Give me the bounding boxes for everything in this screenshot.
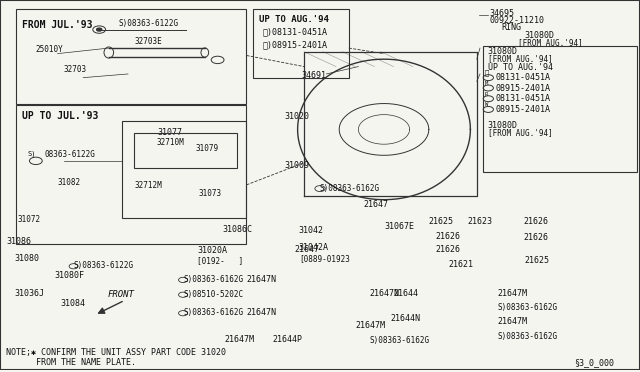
Text: M: M xyxy=(484,81,488,86)
Text: 21625: 21625 xyxy=(525,256,550,265)
Text: 31036J: 31036J xyxy=(14,289,44,298)
Text: S)08363-6162G: S)08363-6162G xyxy=(498,332,558,341)
Text: 21647M: 21647M xyxy=(498,289,528,298)
Text: S)08363-6162G: S)08363-6162G xyxy=(183,308,243,317)
Text: FRONT: FRONT xyxy=(108,289,134,299)
Text: 21623: 21623 xyxy=(467,218,492,227)
Text: 21644N: 21644N xyxy=(390,314,420,323)
Text: [0889-01923: [0889-01923 xyxy=(299,254,349,263)
Text: S)08363-6122G: S)08363-6122G xyxy=(74,261,134,270)
Text: 21644P: 21644P xyxy=(272,335,302,344)
Text: 08363-6122G: 08363-6122G xyxy=(45,150,95,159)
Text: 21626: 21626 xyxy=(435,231,460,241)
Text: 32710M: 32710M xyxy=(157,138,184,147)
Text: FROM JUL.'93: FROM JUL.'93 xyxy=(22,20,93,31)
Text: S)08363-6122G: S)08363-6122G xyxy=(118,19,179,28)
Text: 31042: 31042 xyxy=(299,226,324,235)
Text: S): S) xyxy=(28,151,36,157)
Text: 31009: 31009 xyxy=(285,161,310,170)
Text: R: R xyxy=(485,92,488,97)
Text: [FROM AUG.'94]: [FROM AUG.'94] xyxy=(518,38,583,47)
Text: 31080D: 31080D xyxy=(488,46,518,56)
Text: 31079: 31079 xyxy=(195,144,218,153)
Text: 21647M: 21647M xyxy=(355,321,385,330)
Text: 34695: 34695 xyxy=(490,9,515,17)
Text: UP TO AUG.'94: UP TO AUG.'94 xyxy=(488,63,553,72)
Text: S)08363-6162G: S)08363-6162G xyxy=(498,302,558,311)
Text: 21647M: 21647M xyxy=(498,317,528,326)
Text: NOTE;✱ CONFIRM THE UNIT ASSY PART CODE 31020
      FROM THE NAME PLATE.: NOTE;✱ CONFIRM THE UNIT ASSY PART CODE 3… xyxy=(6,347,227,367)
Bar xyxy=(122,121,246,218)
Text: 31020A: 31020A xyxy=(197,246,227,255)
Text: 31086: 31086 xyxy=(6,237,31,246)
Text: [FROM AUG.'94]: [FROM AUG.'94] xyxy=(488,54,552,63)
Text: 31072: 31072 xyxy=(17,215,40,224)
Bar xyxy=(483,46,637,172)
Text: S)08363-6162G: S)08363-6162G xyxy=(183,275,243,284)
Text: RING: RING xyxy=(501,23,521,32)
Text: 08915-2401A: 08915-2401A xyxy=(496,105,551,114)
Text: 32703E: 32703E xyxy=(134,37,162,46)
Bar xyxy=(16,9,246,103)
Text: Ⓑ: Ⓑ xyxy=(484,70,489,76)
Text: 21647: 21647 xyxy=(294,245,319,254)
Text: 25010Y: 25010Y xyxy=(35,45,63,54)
Text: S)08510-5202C: S)08510-5202C xyxy=(183,289,243,299)
Text: 31080D: 31080D xyxy=(488,121,518,129)
Bar xyxy=(16,105,246,244)
Text: 21647N: 21647N xyxy=(246,275,276,284)
Text: W: W xyxy=(485,103,488,108)
Text: 31077: 31077 xyxy=(157,128,182,137)
Text: [FROM AUG.'94]: [FROM AUG.'94] xyxy=(488,128,552,137)
Text: 00922-11210: 00922-11210 xyxy=(490,16,545,25)
Text: 31086C: 31086C xyxy=(222,225,252,234)
Text: S)08363-6162G: S)08363-6162G xyxy=(370,336,430,345)
Text: UP TO JUL.'93: UP TO JUL.'93 xyxy=(22,111,99,121)
Text: 21647N: 21647N xyxy=(246,308,276,317)
Text: 31080F: 31080F xyxy=(54,271,84,280)
Text: 08131-0451A: 08131-0451A xyxy=(496,94,551,103)
Text: 21644: 21644 xyxy=(394,289,419,298)
Text: 31082: 31082 xyxy=(58,178,81,187)
Text: 21625: 21625 xyxy=(429,218,454,227)
Text: [0192-   ]: [0192- ] xyxy=(197,256,243,265)
Text: 31080D: 31080D xyxy=(525,31,555,40)
Text: §3_0_000: §3_0_000 xyxy=(575,358,614,367)
Bar xyxy=(253,9,349,78)
Text: 31084: 31084 xyxy=(61,299,86,308)
Text: 21647N: 21647N xyxy=(370,289,400,298)
Text: 31080: 31080 xyxy=(14,254,39,263)
Text: 21626: 21626 xyxy=(524,233,548,243)
Text: Ⓑ)08131-0451A: Ⓑ)08131-0451A xyxy=(262,28,328,37)
Text: 31067E: 31067E xyxy=(384,222,414,231)
Text: 31073: 31073 xyxy=(198,189,221,198)
Text: 31042A: 31042A xyxy=(299,243,329,251)
Text: 32703: 32703 xyxy=(64,65,87,74)
Bar xyxy=(134,133,237,168)
Text: 32712M: 32712M xyxy=(134,181,162,190)
Text: 21647: 21647 xyxy=(364,200,388,209)
Text: 21621: 21621 xyxy=(448,260,473,269)
Text: 08915-2401A: 08915-2401A xyxy=(496,84,551,93)
Text: 08131-0451A: 08131-0451A xyxy=(496,73,551,82)
Text: 21647M: 21647M xyxy=(224,335,254,344)
Text: 21626: 21626 xyxy=(524,218,548,227)
Text: S)08363-6162G: S)08363-6162G xyxy=(320,184,380,193)
Text: UP TO AUG.'94: UP TO AUG.'94 xyxy=(259,15,329,24)
Text: 21626: 21626 xyxy=(435,245,460,254)
Text: Ⓑ)08915-2401A: Ⓑ)08915-2401A xyxy=(262,41,328,50)
Circle shape xyxy=(97,28,102,31)
Text: 31020: 31020 xyxy=(285,112,310,121)
Text: 34691: 34691 xyxy=(301,71,326,80)
